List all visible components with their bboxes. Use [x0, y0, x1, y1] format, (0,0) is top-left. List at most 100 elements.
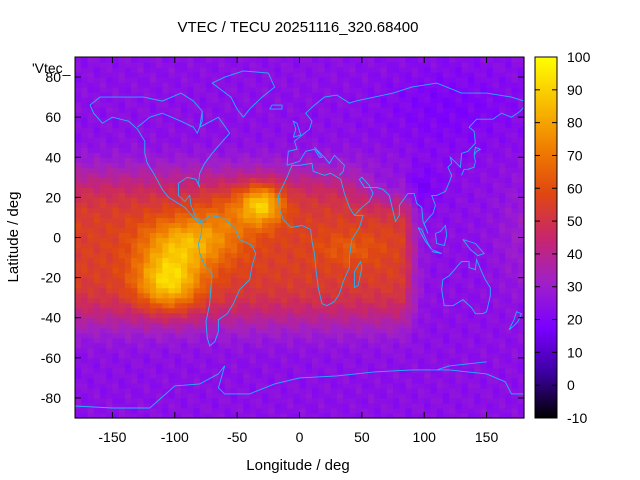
- heatmap-cell: [318, 132, 326, 138]
- heatmap-cell: [399, 107, 407, 113]
- heatmap-cell: [137, 197, 145, 203]
- heatmap-cell: [380, 407, 388, 414]
- heatmap-cell: [386, 237, 394, 244]
- heatmap-cell: [461, 322, 469, 329]
- heatmap-cell: [274, 297, 282, 304]
- heatmap-cell: [124, 197, 132, 203]
- heatmap-cell: [361, 337, 369, 344]
- heatmap-cell: [131, 152, 138, 158]
- heatmap-cell: [87, 367, 95, 374]
- heatmap-cell: [137, 172, 145, 178]
- heatmap-cell: [436, 122, 444, 128]
- heatmap-cell: [93, 367, 101, 374]
- heatmap-cell: [162, 392, 170, 399]
- heatmap-cell: [399, 397, 407, 404]
- heatmap-cell: [505, 162, 513, 168]
- heatmap-cell: [343, 252, 350, 259]
- heatmap-cell: [112, 117, 120, 123]
- heatmap-cell: [181, 117, 188, 123]
- heatmap-cell: [455, 207, 463, 214]
- heatmap-cell: [449, 197, 457, 203]
- heatmap-cell: [106, 387, 114, 394]
- heatmap-cell: [249, 112, 257, 118]
- heatmap-cell: [255, 182, 263, 188]
- heatmap-cell: [187, 152, 195, 158]
- heatmap-cell: [237, 92, 244, 98]
- heatmap-cell: [399, 277, 407, 284]
- heatmap-cell: [324, 387, 332, 394]
- heatmap-cell: [324, 327, 332, 334]
- heatmap-cell: [268, 407, 276, 414]
- heatmap-cell: [255, 262, 263, 269]
- heatmap-cell: [93, 82, 101, 88]
- heatmap-cell: [386, 127, 394, 133]
- heatmap-cell: [218, 257, 226, 264]
- heatmap-cell: [455, 177, 463, 183]
- heatmap-cell: [174, 402, 182, 409]
- heatmap-cell: [112, 107, 120, 113]
- heatmap-cell: [87, 332, 95, 339]
- heatmap-cell: [280, 102, 288, 108]
- heatmap-cell: [131, 237, 138, 244]
- heatmap-cell: [218, 182, 226, 188]
- heatmap-cell: [243, 117, 251, 123]
- heatmap-cell: [380, 102, 388, 108]
- heatmap-cell: [187, 117, 195, 123]
- heatmap-cell: [424, 397, 432, 404]
- heatmap-cell: [280, 202, 288, 209]
- heatmap-cell: [299, 292, 307, 299]
- heatmap-cell: [505, 157, 513, 163]
- heatmap-cell: [480, 382, 488, 389]
- heatmap-cell: [149, 247, 157, 254]
- heatmap-cell: [137, 77, 145, 83]
- heatmap-cell: [243, 242, 251, 249]
- heatmap-cell: [343, 77, 350, 83]
- heatmap-cell: [311, 72, 319, 78]
- heatmap-cell: [93, 122, 101, 128]
- heatmap-cell: [262, 182, 269, 188]
- heatmap-cell: [449, 102, 457, 108]
- heatmap-cell: [274, 142, 282, 148]
- heatmap-cell: [330, 222, 338, 229]
- heatmap-cell: [449, 297, 457, 304]
- heatmap-cell: [417, 112, 425, 118]
- heatmap-cell: [93, 272, 101, 279]
- heatmap-cell: [230, 117, 238, 123]
- heatmap-cell: [305, 327, 313, 334]
- heatmap-cell: [131, 127, 138, 133]
- heatmap-cell: [511, 157, 519, 163]
- heatmap-cell: [343, 332, 350, 339]
- heatmap-cell: [492, 327, 500, 334]
- heatmap-cell: [168, 82, 176, 88]
- heatmap-cell: [517, 357, 525, 364]
- heatmap-cell: [118, 277, 126, 284]
- heatmap-cell: [112, 272, 120, 279]
- heatmap-cell: [405, 82, 413, 88]
- heatmap-cell: [124, 97, 132, 103]
- heatmap-cell: [81, 227, 89, 234]
- heatmap-cell: [517, 267, 525, 274]
- heatmap-cell: [449, 157, 457, 163]
- heatmap-cell: [93, 302, 101, 309]
- heatmap-cell: [330, 182, 338, 188]
- heatmap-cell: [137, 317, 145, 324]
- heatmap-cell: [237, 102, 244, 108]
- heatmap-cell: [467, 312, 475, 319]
- heatmap-cell: [355, 87, 363, 93]
- heatmap-cell: [474, 197, 481, 203]
- heatmap-cell: [187, 377, 195, 384]
- heatmap-cell: [212, 157, 220, 163]
- heatmap-cell: [293, 392, 301, 399]
- heatmap-cell: [137, 387, 145, 394]
- heatmap-cell: [311, 387, 319, 394]
- heatmap-cell: [318, 112, 326, 118]
- heatmap-cell: [417, 192, 425, 198]
- heatmap-cell: [355, 232, 363, 239]
- heatmap-cell: [386, 242, 394, 249]
- heatmap-cell: [492, 352, 500, 359]
- heatmap-cell: [436, 187, 444, 193]
- heatmap-cell: [187, 222, 195, 229]
- heatmap-cell: [124, 157, 132, 163]
- heatmap-cell: [212, 252, 220, 259]
- heatmap-cell: [461, 267, 469, 274]
